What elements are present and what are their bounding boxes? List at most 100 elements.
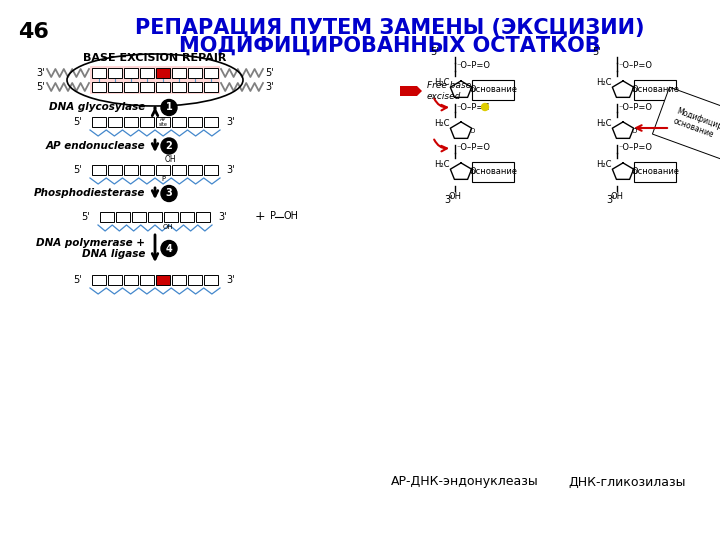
FancyBboxPatch shape bbox=[472, 162, 514, 182]
Circle shape bbox=[161, 99, 177, 116]
Circle shape bbox=[161, 138, 177, 154]
Bar bbox=[204, 117, 218, 127]
Circle shape bbox=[161, 240, 177, 256]
Text: Основание: Основание bbox=[469, 85, 517, 94]
Text: O: O bbox=[469, 87, 475, 93]
Bar bbox=[92, 82, 106, 92]
Bar bbox=[188, 117, 202, 127]
Text: 2: 2 bbox=[166, 141, 172, 151]
Bar bbox=[108, 68, 122, 78]
Bar bbox=[172, 165, 186, 175]
Bar bbox=[156, 68, 170, 78]
Bar bbox=[156, 275, 170, 285]
Text: P: P bbox=[161, 176, 165, 182]
Text: H₂C: H₂C bbox=[596, 160, 612, 169]
Text: 5': 5' bbox=[431, 47, 439, 57]
Text: 46: 46 bbox=[18, 22, 49, 42]
Bar bbox=[148, 212, 162, 222]
Text: 3': 3' bbox=[218, 212, 227, 222]
Text: BASE EXCISION REPAIR: BASE EXCISION REPAIR bbox=[84, 53, 227, 63]
Text: РЕПАРАЦИЯ ПУТЕМ ЗАМЕНЫ (ЭКСЦИЗИИ): РЕПАРАЦИЯ ПУТЕМ ЗАМЕНЫ (ЭКСЦИЗИИ) bbox=[135, 18, 644, 38]
Text: AP
site: AP site bbox=[158, 117, 168, 127]
Bar bbox=[124, 68, 138, 78]
Text: Основание: Основание bbox=[469, 167, 517, 177]
Bar bbox=[156, 165, 170, 175]
Circle shape bbox=[482, 104, 488, 111]
Bar bbox=[132, 212, 146, 222]
Text: 3': 3' bbox=[265, 82, 274, 92]
Bar bbox=[140, 82, 154, 92]
Text: OH: OH bbox=[283, 211, 298, 221]
Text: H₂C: H₂C bbox=[596, 119, 612, 128]
Text: DNA glycosylase: DNA glycosylase bbox=[49, 103, 145, 112]
Text: АР-ДНК-эндонуклеазы: АР-ДНК-эндонуклеазы bbox=[391, 476, 539, 489]
Bar bbox=[116, 212, 130, 222]
Bar bbox=[92, 165, 106, 175]
Polygon shape bbox=[400, 86, 422, 96]
Text: H₂C: H₂C bbox=[434, 119, 450, 128]
Text: O: O bbox=[631, 128, 637, 134]
Text: H₂C: H₂C bbox=[434, 160, 450, 169]
Text: 5': 5' bbox=[265, 68, 274, 78]
Bar bbox=[156, 117, 170, 127]
Text: Модифициров.
основание: Модифициров. основание bbox=[672, 107, 720, 145]
Text: AP endonuclease: AP endonuclease bbox=[45, 141, 145, 151]
Text: 3': 3' bbox=[37, 68, 45, 78]
Text: ⁻O–P=C: ⁻O–P=C bbox=[456, 103, 490, 111]
Bar bbox=[140, 165, 154, 175]
Bar bbox=[140, 275, 154, 285]
Text: O: O bbox=[469, 128, 475, 134]
Bar bbox=[188, 68, 202, 78]
Text: Phosphodiesterase: Phosphodiesterase bbox=[34, 188, 145, 199]
Text: P: P bbox=[163, 213, 168, 221]
Bar bbox=[204, 165, 218, 175]
Bar bbox=[124, 165, 138, 175]
Bar bbox=[92, 275, 106, 285]
Text: МОДИФИЦИРОВАННЫХ ОСТАТКОВ: МОДИФИЦИРОВАННЫХ ОСТАТКОВ bbox=[179, 36, 600, 56]
Text: 5': 5' bbox=[73, 117, 82, 127]
Text: P: P bbox=[270, 211, 276, 221]
Bar bbox=[156, 82, 170, 92]
Text: H₂C: H₂C bbox=[434, 78, 450, 87]
Text: OH: OH bbox=[165, 155, 176, 164]
Bar bbox=[124, 82, 138, 92]
Bar bbox=[172, 275, 186, 285]
Text: Free base
excised: Free base excised bbox=[427, 82, 472, 100]
Text: 5': 5' bbox=[593, 47, 601, 57]
Bar bbox=[172, 117, 186, 127]
FancyBboxPatch shape bbox=[634, 80, 676, 100]
Bar bbox=[188, 275, 202, 285]
Text: Основание: Основание bbox=[631, 85, 679, 94]
Bar bbox=[108, 275, 122, 285]
Text: ⁻O–P=O: ⁻O–P=O bbox=[618, 103, 652, 111]
Text: OH: OH bbox=[449, 192, 462, 201]
Bar bbox=[90, 66, 220, 94]
Text: 5': 5' bbox=[36, 82, 45, 92]
Text: 5': 5' bbox=[73, 275, 82, 285]
Text: 3': 3' bbox=[606, 195, 615, 205]
Text: OH: OH bbox=[163, 224, 174, 230]
Text: ⁻O–P=O: ⁻O–P=O bbox=[456, 144, 490, 152]
Text: DNA polymerase +
DNA ligase: DNA polymerase + DNA ligase bbox=[36, 238, 145, 259]
Bar bbox=[196, 212, 210, 222]
Bar bbox=[172, 68, 186, 78]
Text: 1: 1 bbox=[166, 103, 172, 112]
Text: 4: 4 bbox=[166, 244, 172, 253]
Bar bbox=[108, 165, 122, 175]
Text: 3': 3' bbox=[226, 117, 235, 127]
Text: ⁻O–P=O: ⁻O–P=O bbox=[618, 62, 652, 71]
Bar bbox=[188, 82, 202, 92]
Bar bbox=[204, 82, 218, 92]
Bar bbox=[124, 275, 138, 285]
Bar bbox=[204, 68, 218, 78]
Text: ⁻O–P=O: ⁻O–P=O bbox=[618, 144, 652, 152]
Text: H₂C: H₂C bbox=[596, 78, 612, 87]
Text: 3': 3' bbox=[226, 275, 235, 285]
Bar bbox=[164, 212, 178, 222]
Bar bbox=[140, 68, 154, 78]
Text: ДНК-гликозилазы: ДНК-гликозилазы bbox=[568, 476, 685, 489]
Text: Основание: Основание bbox=[631, 167, 679, 177]
Text: O: O bbox=[631, 169, 637, 175]
Text: OH: OH bbox=[611, 192, 624, 201]
Bar bbox=[172, 82, 186, 92]
